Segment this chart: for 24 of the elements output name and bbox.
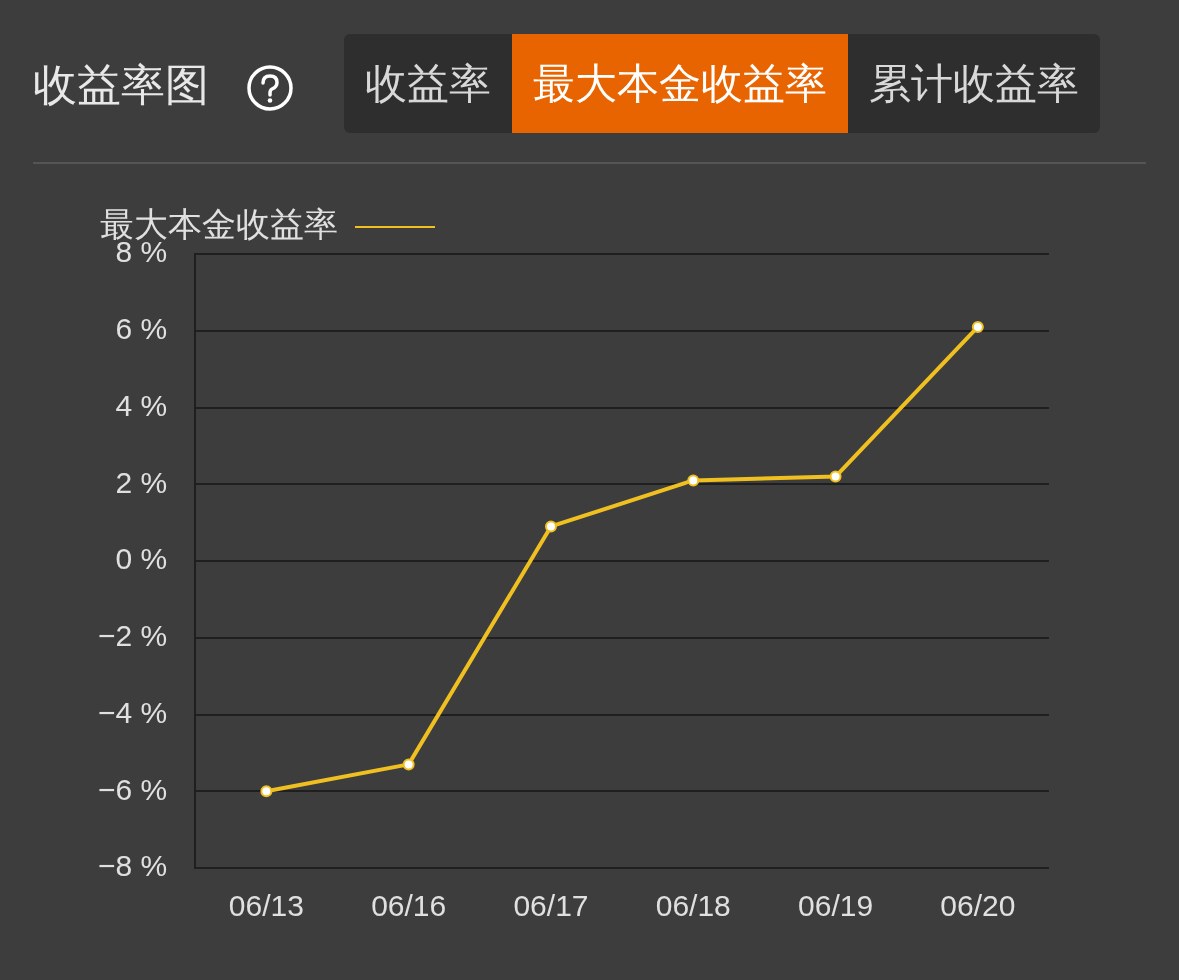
y-tick-label: −4 % (98, 695, 168, 729)
x-tick-label: 06/17 (513, 889, 589, 923)
x-tick-label: 06/19 (798, 889, 874, 923)
text: 收益率 (364, 58, 492, 110)
y-tick-label: 0 % (115, 542, 168, 576)
y-tick-label: 2 % (115, 465, 168, 499)
y-tick-label: −6 % (98, 772, 168, 806)
x-tick-label: 06/16 (371, 889, 447, 923)
x-tick-label: 06/18 (655, 889, 731, 923)
point (971, 320, 984, 333)
chart-title: 收益率图 (33, 58, 209, 112)
point (402, 758, 415, 771)
y-tick-label: −8 % (98, 849, 168, 883)
x-tick-label: 06/20 (940, 889, 1016, 923)
y-tick-label: 4 % (115, 388, 168, 422)
y-tick-label: 6 % (115, 312, 168, 346)
text: 累计收益率 (868, 58, 1080, 110)
point (544, 520, 557, 533)
point (829, 470, 842, 483)
x-tick-label: 06/13 (228, 889, 304, 923)
point (260, 785, 273, 798)
y-tick-label: −2 % (98, 619, 168, 653)
point (687, 474, 700, 487)
text: 最大本金收益率 (512, 34, 848, 133)
